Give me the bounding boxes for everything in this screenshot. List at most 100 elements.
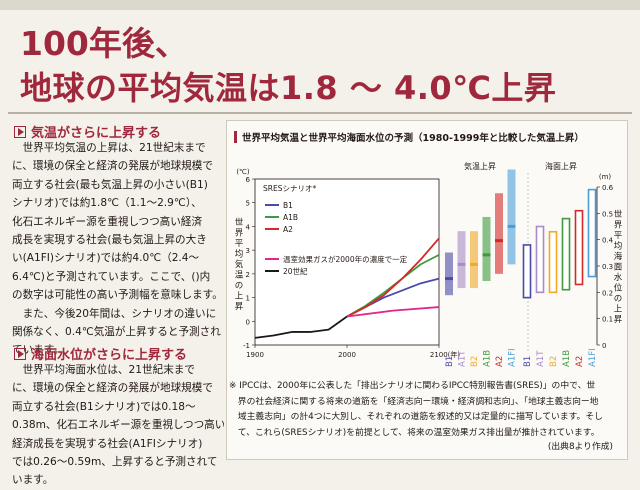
text-line: 世界平均海面水位は、21世紀末まで	[12, 364, 195, 376]
text-line: 0.38m、化石エネルギー源を重視しつつ高い	[12, 419, 224, 432]
right-y-tick-label: 0.3	[602, 263, 613, 271]
scenario-label: B1	[523, 356, 533, 367]
text-line: また、今後20年間は、シナリオの違いに	[12, 307, 217, 320]
right-axis-label-char: の	[614, 294, 623, 304]
scenario-label: A1B	[562, 350, 572, 367]
y-tick-label: 6	[246, 176, 251, 184]
section-heading-sea-level: 海面水位がさらに上昇する	[14, 344, 187, 363]
sea-level-range-bar	[587, 188, 597, 278]
y-axis-label-char: 均	[235, 249, 244, 260]
section-body-sea-level: 世界平均海面水位は、21世紀末まで に、環境の保全と経済の発展が地球規模で 両立…	[12, 361, 224, 490]
scenario-label: A1FI	[588, 348, 598, 367]
x-tick-label: 1900	[246, 351, 264, 359]
footnote-line: 界の社会経済に関する将来の道筋を「経済志向ー環境・経済調和志向」、「地球主義志向…	[229, 396, 599, 407]
x-tick-label: 2100(年)	[430, 350, 461, 359]
source-note: (出典8より作成)	[547, 442, 613, 452]
series-line	[346, 237, 440, 318]
text-line: シナリオ)では約1.8℃（1.1～2.9℃）、	[12, 197, 202, 210]
series-line	[254, 315, 348, 339]
text-line: 成長を実現する社会(最も気温上昇の大き	[12, 234, 207, 247]
right-axis-label-char: 昇	[614, 315, 623, 325]
title-line-2: 地球の平均気温は1.8 ～ 4.0℃上昇	[20, 69, 557, 107]
temperature-range-bar	[470, 231, 478, 289]
scenario-label: A1FI	[508, 348, 518, 367]
y-axis-label-char: 界	[235, 229, 244, 239]
top-rule	[0, 0, 640, 10]
text-line: では0.26～0.59m、上昇すると予測されて	[12, 456, 218, 469]
y-axis-label-char: 温	[235, 270, 244, 281]
right-y-tick-label: 0.6	[602, 184, 614, 192]
scenario-label: B1	[445, 356, 455, 367]
legend-label: 温室効果ガスが2000年の濃度で一定	[283, 254, 408, 264]
y-tick-label: 4	[246, 223, 251, 231]
section-heading-text: 海面水位がさらに上昇する	[31, 348, 188, 363]
group-label: 海面上昇	[545, 161, 577, 171]
temperature-range-bar	[445, 252, 453, 296]
text-line: ています。	[12, 344, 64, 357]
text-line: に、環境の保全と経済の発展が地球規模で	[12, 382, 213, 395]
footnote-line: て、これら(SRESシナリオ)を前提として、将来の温室効果ガス排出量が推計されて…	[229, 427, 600, 438]
right-axis-label-char: 水	[614, 272, 623, 283]
right-axis-label-char: 面	[614, 263, 623, 273]
section-body-temperature: 世界平均気温の上昇は、21世紀末まで に、環境の保全と経済の発展が地球規模で 両…	[12, 139, 224, 360]
right-y-tick-label: 0.1	[602, 316, 613, 324]
legend-label: B1	[283, 201, 293, 210]
legend-label: 20世紀	[283, 266, 308, 276]
sea-level-range-bar	[548, 230, 558, 294]
scenario-label: A1T	[458, 350, 468, 367]
text-line: 6.4℃)と予測されています。ここで、()内	[12, 270, 211, 283]
y-tick-label: 3	[246, 247, 250, 255]
right-axis-label-char: 世	[614, 209, 623, 220]
right-y-tick-label: 0.4	[602, 237, 614, 245]
y-axis-label-char: 昇	[235, 302, 244, 312]
sea-level-range-bar	[574, 209, 584, 286]
right-y-tick-label: 0.2	[602, 289, 613, 297]
header-accent-bar	[234, 131, 237, 143]
sea-level-range-bar	[561, 217, 571, 291]
legend-title: SRESシナリオ*	[263, 184, 316, 193]
scenario-label: B2	[549, 356, 559, 367]
y-unit-label: (℃)	[236, 168, 250, 176]
y-axis-label-char: の	[235, 281, 244, 291]
text-line: い(A1FI)シナリオ)では約4.0℃（2.4～	[12, 252, 200, 265]
right-axis-label-char: 界	[614, 221, 623, 231]
scenario-label: A2	[495, 356, 505, 367]
text-line: 両立する社会(最も気温上昇の小さい(B1)	[12, 178, 208, 191]
chart-header-text: 世界平均気温と世界平均海面水位の予測（1980-1999年と比較した気温上昇）	[242, 133, 584, 144]
y-tick-label: 1	[246, 295, 250, 303]
triangle-bullet-icon	[14, 125, 26, 138]
legend-label: A1B	[283, 213, 298, 222]
right-axis-label-char: 上	[614, 305, 623, 315]
title-rule	[8, 112, 632, 114]
chart-panel: 世界平均気温と世界平均海面水位の予測（1980-1999年と比較した気温上昇） …	[226, 120, 628, 460]
text-line: の数字は可能性の高い予測幅を意味します。	[12, 289, 223, 302]
scenario-label: B2	[470, 356, 480, 367]
right-axis-label-char: 平	[614, 231, 623, 241]
temperature-range-bar	[495, 193, 503, 274]
x-tick-label: 2000	[338, 351, 356, 359]
sea-level-range-bar	[535, 225, 545, 294]
page-title: 100年後、 地球の平均気温は1.8 ～ 4.0℃上昇	[20, 22, 556, 110]
y-tick-label: -1	[243, 342, 250, 350]
footnote-line: ※ IPCCは、2000年に公表した「排出シナリオに関わるIPCC特別報告書(S…	[229, 381, 596, 391]
title-line-1: 100年後、	[20, 24, 188, 63]
temperature-range-bar	[457, 231, 466, 289]
triangle-bullet-icon	[14, 347, 26, 360]
right-axis-label-char: 海	[614, 251, 623, 262]
scenario-label: A2	[575, 356, 585, 367]
text-line: 両立する社会(B1シナリオ)では0.18～	[12, 400, 196, 413]
section-heading-temperature: 気温がさらに上昇する	[14, 122, 161, 141]
y-tick-label: 5	[246, 200, 250, 208]
series-line	[346, 306, 440, 318]
text-line: 関係なく、0.4℃気温が上昇すると予測され	[12, 326, 221, 339]
right-y-unit: (m)	[599, 173, 612, 181]
temperature-range-bar	[482, 216, 491, 281]
y-axis-label-char: 平	[235, 239, 244, 249]
text-line: います。	[12, 474, 54, 487]
scenario-label: A1T	[536, 350, 546, 367]
legend-label: A2	[283, 225, 293, 234]
right-axis-label-char: 位	[614, 283, 623, 294]
text-line: 経済成長を実現する社会(A1FIシナリオ)	[12, 437, 203, 450]
text-line: 世界平均気温の上昇は、21世紀末まで	[12, 142, 206, 154]
